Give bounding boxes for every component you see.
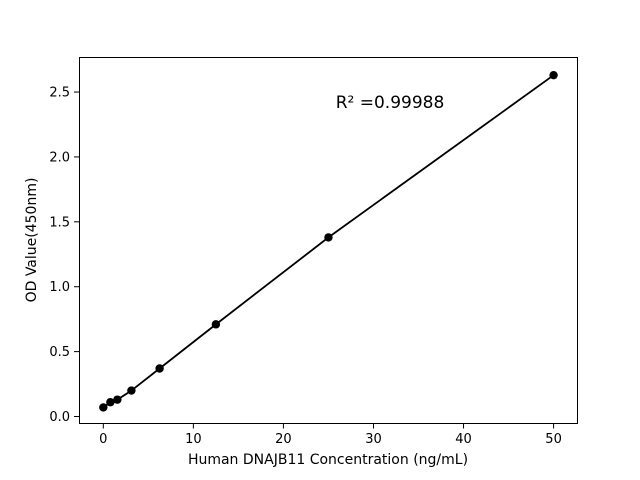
y-tick-label: 2.5: [49, 86, 70, 101]
x-tick-label: 20: [275, 432, 292, 447]
data-point: [155, 364, 164, 373]
y-tick-label: 1.0: [49, 280, 70, 295]
data-point: [324, 233, 333, 242]
data-point: [99, 403, 108, 412]
y-tick-label: 0.5: [49, 345, 70, 360]
r-squared-annotation: R² =0.99988: [335, 93, 445, 113]
x-tick-label: 10: [185, 432, 202, 447]
y-tick-label: 0.0: [49, 410, 70, 425]
x-tick-label: 50: [545, 432, 562, 447]
data-point: [113, 395, 122, 404]
data-point: [549, 70, 558, 80]
y-tick-label: 2.0: [49, 150, 70, 165]
x-tick-label: 40: [455, 432, 472, 447]
x-tick-label: 30: [365, 432, 382, 447]
x-axis-label: Human DNAJB11 Concentration (ng/mL): [187, 452, 469, 468]
y-tick-label: 1.5: [49, 215, 70, 230]
plot-border: [79, 57, 578, 424]
data-point: [127, 386, 136, 395]
x-tick-label: 0: [99, 432, 107, 447]
data-point: [211, 320, 221, 329]
y-axis-label: OD Value(450nm): [24, 177, 40, 303]
data-point: [106, 398, 115, 407]
